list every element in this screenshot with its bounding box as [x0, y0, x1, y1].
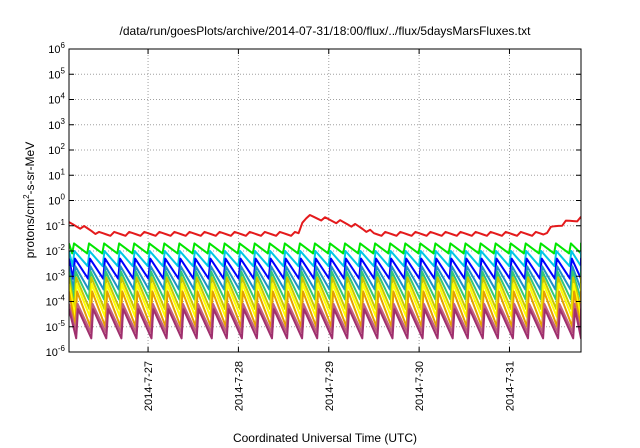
x-tick-label: 2014-7-28 [233, 361, 245, 411]
series-line [69, 242, 581, 255]
y-axis-label-group: protons/cm2-s-sr-MeV [22, 142, 37, 258]
series-layer [69, 214, 581, 340]
y-tick-label: 10-3 [46, 268, 66, 283]
y-tick-label: 10-2 [46, 243, 66, 258]
x-tick-label: 2014-7-31 [504, 361, 516, 411]
x-tick-label: 2014-7-27 [143, 361, 155, 411]
y-tick-label: 101 [48, 167, 65, 182]
y-tick-label: 105 [48, 66, 65, 81]
x-tick-label: 2014-7-30 [414, 361, 426, 411]
series-line [69, 265, 581, 291]
series-line [69, 308, 581, 340]
y-tick-label: 10-6 [46, 344, 66, 359]
x-axis-label: Coordinated Universal Time (UTC) [233, 431, 417, 445]
y-tick-label: 104 [48, 92, 65, 107]
y-tick-label: 106 [48, 41, 65, 56]
chart-title: /data/run/goesPlots/archive/2014-07-31/1… [120, 24, 532, 38]
axis-ticks: 10-6 10-5 10-4 10-3 10-2 10-1 100 101 102 103 104 1… [46, 41, 581, 411]
x-tick-label: 2014-7-29 [324, 361, 336, 411]
y-tick-label: 10-5 [46, 319, 66, 334]
y-tick-label: 102 [48, 142, 65, 157]
y-tick-label: 100 [48, 193, 65, 208]
series-line [69, 257, 581, 280]
series-line [69, 250, 581, 268]
y-tick-label: 103 [48, 117, 65, 132]
y-axis-label: protons/cm2-s-sr-MeV [22, 142, 37, 258]
y-tick-label: 10-4 [46, 294, 66, 309]
series-line [69, 214, 581, 237]
y-tick-label: 10-1 [46, 218, 66, 233]
